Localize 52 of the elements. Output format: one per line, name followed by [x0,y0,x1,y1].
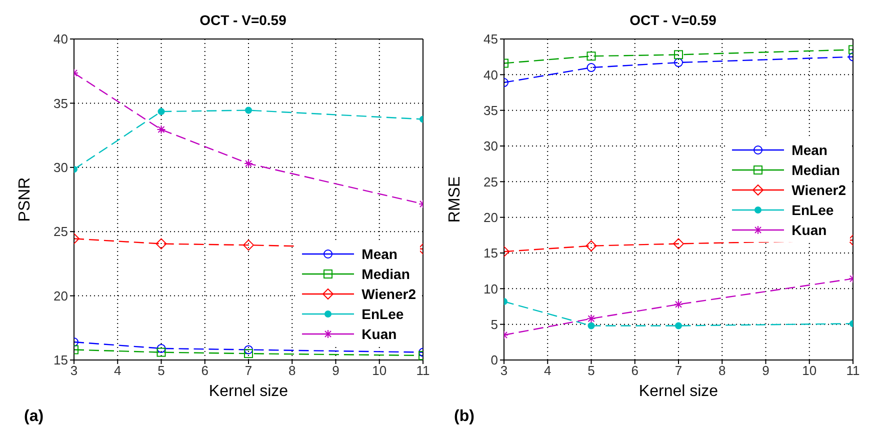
y-tick-label: 0 [490,352,498,368]
x-axis-title: Kernel size [638,383,718,400]
y-tick-label: 30 [54,160,68,176]
y-tick-label: 25 [54,224,68,240]
legend-label: Wiener2 [362,285,416,304]
text: (b) [454,408,474,426]
x-tick-label: 6 [201,363,208,378]
y-axis-title: RMSE [446,176,464,223]
x-tick-label: 4 [114,363,122,378]
chart-title: OCT - V=0.59 [628,12,718,28]
x-tick-label: 8 [718,363,726,378]
legend-label: Mean [792,141,828,160]
x-tick-label: 10 [372,363,387,378]
y-tick-label: 20 [54,288,68,304]
y-tick-label: 10 [484,281,498,296]
legend-label: Wiener2 [792,181,846,200]
legend-label: Median [792,161,840,180]
chart-title: OCT - V=0.59 [198,12,288,28]
x-tick-label: 9 [332,363,340,378]
text: (a) [24,408,44,426]
x-axis-title: Kernel size [208,383,288,400]
x-tick-label: 3 [70,363,78,378]
x-tick-label: 7 [244,363,252,378]
legend-label: Kuan [362,325,397,344]
y-tick-label: 45 [484,32,498,47]
legend-label: EnLee [362,305,404,324]
y-tick-label: 15 [484,246,498,261]
x-tick-label: 5 [158,363,165,378]
y-tick-label: 35 [484,102,498,118]
legend-label: Kuan [792,221,827,240]
y-axis-title: PSNR [16,177,34,222]
x-tick-label: 4 [544,363,552,378]
x-tick-label: 10 [802,363,817,378]
legend-label: Mean [362,245,398,264]
x-tick-label: 7 [674,363,682,378]
x-tick-label: 5 [588,363,595,378]
x-tick-label: 11 [416,363,430,378]
y-tick-label: 30 [484,138,498,154]
x-tick-label: 6 [631,363,638,378]
y-tick-label: 40 [484,67,498,82]
y-tick-label: 15 [54,352,68,368]
x-tick-label: 8 [288,363,296,378]
y-tick-label: 20 [484,210,498,225]
y-tick-label: 5 [490,316,498,332]
y-tick-label: 35 [54,96,68,111]
legend-label: EnLee [792,201,834,220]
legend-label: Median [362,265,410,284]
y-tick-label: 40 [54,32,68,47]
x-tick-label: 9 [762,363,770,378]
y-tick-label: 25 [484,174,498,190]
x-tick-label: 11 [846,363,860,378]
x-tick-label: 3 [500,363,508,378]
